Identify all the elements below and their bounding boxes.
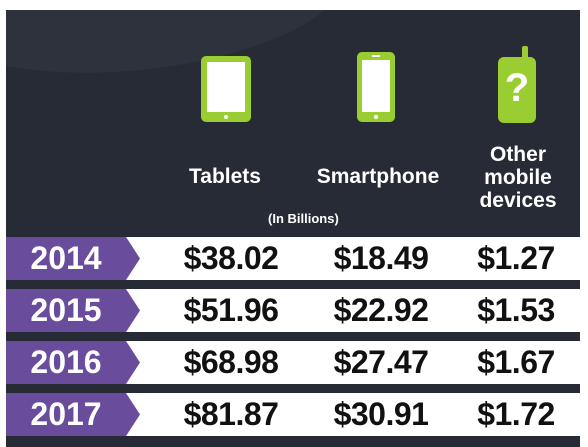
smartphone-value: $22.92 — [333, 292, 429, 328]
column-label-other-mobile-devices: Other mobile devices — [468, 143, 568, 212]
smartphone-value: $27.47 — [333, 344, 429, 380]
year-label: 2016 — [30, 344, 102, 380]
table-row: 2017 $81.87 $30.91 $1.72 — [6, 393, 580, 436]
column-label-line: Smartphone — [316, 165, 440, 188]
column-label-line: Tablets — [189, 165, 261, 188]
other-devices-value: $1.53 — [477, 292, 555, 328]
column-label-tablets: Tablets — [160, 165, 290, 188]
other-devices-value: $1.72 — [477, 396, 555, 432]
tablets-value: $68.98 — [183, 344, 279, 380]
other-devices-value: $1.67 — [477, 344, 555, 380]
smartphone-value: $18.49 — [333, 240, 429, 276]
year-tab: 2016 — [6, 341, 140, 384]
tablet-icon — [201, 56, 251, 122]
question-mark-phone-icon: ? — [498, 46, 536, 123]
column-label-smartphone: Smartphone — [300, 165, 456, 188]
year-label: 2017 — [30, 396, 102, 432]
year-tab: 2017 — [6, 393, 140, 436]
decorative-swoosh — [6, 10, 353, 92]
row-divider — [6, 384, 580, 393]
tablets-value: $81.87 — [183, 396, 279, 432]
row-divider — [6, 280, 580, 289]
other-devices-value: $1.27 — [477, 240, 555, 276]
tablets-value: $51.96 — [183, 292, 279, 328]
tablets-value: $38.02 — [183, 240, 279, 276]
table-row: 2015 $51.96 $22.92 $1.53 — [6, 289, 580, 332]
smartphone-icon — [357, 52, 395, 122]
year-tab: 2015 — [6, 289, 140, 332]
unit-label: (In Billions) — [268, 211, 339, 226]
header-panel — [6, 10, 580, 237]
svg-text:?: ? — [505, 66, 529, 110]
smartphone-value: $30.91 — [333, 396, 429, 432]
year-tab: 2014 — [6, 237, 140, 280]
column-label-line: Other — [489, 143, 546, 166]
row-divider — [6, 436, 580, 447]
year-label: 2014 — [30, 240, 102, 276]
row-divider — [6, 332, 580, 341]
column-label-line: devices — [479, 189, 557, 212]
column-label-line: mobile — [484, 166, 552, 189]
table-row: 2014 $38.02 $18.49 $1.27 — [6, 237, 580, 280]
year-label: 2015 — [30, 292, 102, 328]
table-row: 2016 $68.98 $27.47 $1.67 — [6, 341, 580, 384]
